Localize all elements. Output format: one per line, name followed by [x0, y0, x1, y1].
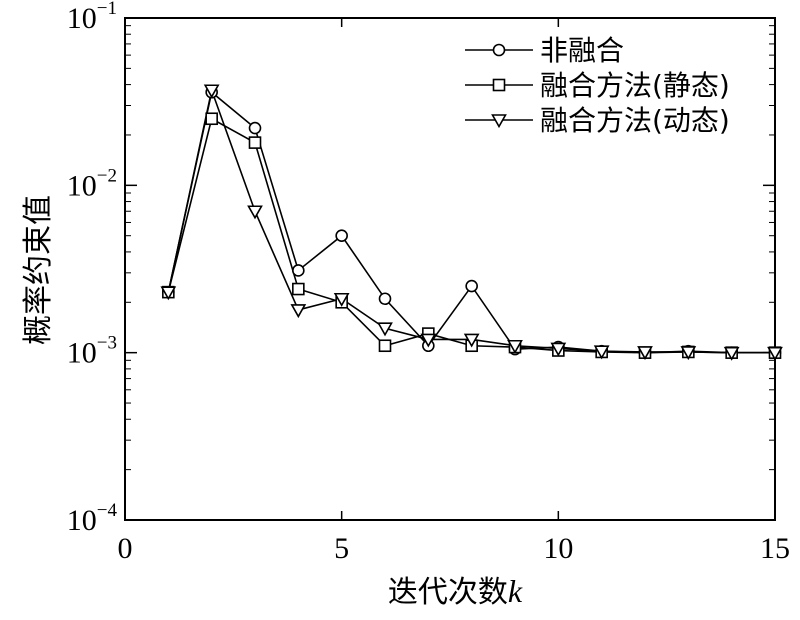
data-point-circle — [378, 292, 392, 306]
data-point-triangle-down — [723, 346, 740, 361]
x-axis-label: 迭代次数k — [388, 573, 523, 610]
data-point-triangle-down — [507, 339, 523, 354]
y-tick-label: 10−2 — [67, 165, 117, 202]
data-point-triangle-down — [203, 84, 220, 99]
x-tick-label: 0 — [118, 532, 133, 565]
y-tick-label: 10−3 — [67, 333, 117, 370]
y-axis: 10−4 10−3 10−2 10−1 — [67, 0, 775, 537]
data-point-circle — [335, 229, 348, 243]
data-point-triangle-down — [160, 286, 177, 301]
x-tick-label: 10 — [543, 532, 573, 565]
legend-label: 融合方法(动态) — [540, 104, 730, 137]
data-point-square — [248, 136, 262, 149]
data-point-square — [205, 112, 218, 126]
plot-area-border — [124, 17, 776, 521]
data-point-triangle-down — [290, 304, 307, 319]
data-point-triangle-down — [637, 346, 653, 361]
legend-marker-circle — [492, 43, 506, 57]
plot-frame — [124, 17, 776, 521]
data-point-triangle-down — [680, 346, 697, 361]
data-point-triangle-down — [593, 345, 610, 360]
data-point-triangle-down — [420, 333, 437, 348]
legend-label: 融合方法(静态) — [540, 69, 730, 102]
data-point-triangle-down — [377, 322, 393, 337]
x-tick-label: 5 — [334, 532, 349, 565]
data-point-circle — [465, 279, 478, 293]
data-point-circle — [248, 121, 262, 135]
data-point-triangle-down — [333, 292, 350, 307]
legend-label: 非融合 — [540, 34, 624, 67]
data-point-triangle-down — [247, 205, 263, 220]
legend-marker-square — [492, 78, 506, 92]
data-point-triangle-down — [463, 333, 480, 348]
x-tick-label: 15 — [760, 532, 790, 565]
y-tick-label: 10−1 — [67, 0, 117, 35]
y-axis-label: 概率约束值 — [21, 195, 56, 345]
x-axis: 0 5 10 15 — [118, 18, 790, 565]
series-markers — [160, 84, 783, 361]
data-point-square — [378, 339, 392, 353]
x-axis-label-variable: k — [508, 573, 523, 609]
y-tick-label: 10−4 — [67, 500, 118, 537]
data-point-triangle-down — [767, 346, 783, 361]
data-point-triangle-down — [550, 342, 567, 357]
series-line-square — [167, 117, 775, 354]
data-point-square — [292, 282, 305, 296]
data-point-circle — [292, 264, 305, 277]
legend-marker-triangle-down — [491, 114, 507, 129]
